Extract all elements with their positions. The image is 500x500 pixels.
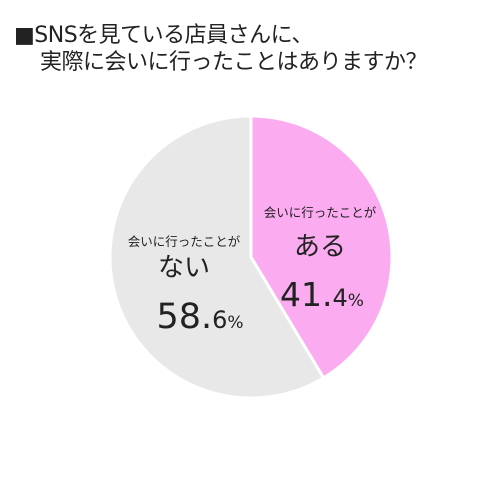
- slice-label-yes-big: ある: [294, 232, 346, 262]
- slice-label-yes-small: 会いに行ったことが: [264, 205, 377, 220]
- slice-value-yes-main: 41.: [280, 275, 332, 314]
- slice-label-no-big: ない: [158, 253, 210, 283]
- slice-value-no: 58.6%: [156, 297, 243, 337]
- pie-slices: [108, 114, 394, 400]
- slice-value-no-decimal: 6: [212, 306, 227, 334]
- pie-slice-visited: [249, 114, 394, 380]
- slice-value-no-unit: %: [227, 313, 243, 333]
- slice-value-yes: 41.4%: [280, 275, 364, 314]
- slice-label-group-no: 会いに行ったことが ない 58.6%: [128, 234, 244, 337]
- slice-label-no-small: 会いに行ったことが: [128, 234, 241, 249]
- slice-value-no-main: 58.: [156, 297, 212, 337]
- slice-value-yes-decimal: 4: [333, 284, 348, 312]
- chart-title-line-1: ■SNSを見ている店員さんに、: [14, 23, 314, 48]
- pie-slice-not-visited: [108, 114, 326, 400]
- chart-title-line-2: 実際に会いに行ったことはありますか？: [40, 50, 428, 75]
- slice-label-group-yes: 会いに行ったことが ある 41.4%: [264, 205, 377, 314]
- chart-title: ■SNSを見ている店員さんに、 実際に会いに行ったことはありますか？: [14, 22, 494, 76]
- slice-value-yes-unit: %: [348, 291, 364, 311]
